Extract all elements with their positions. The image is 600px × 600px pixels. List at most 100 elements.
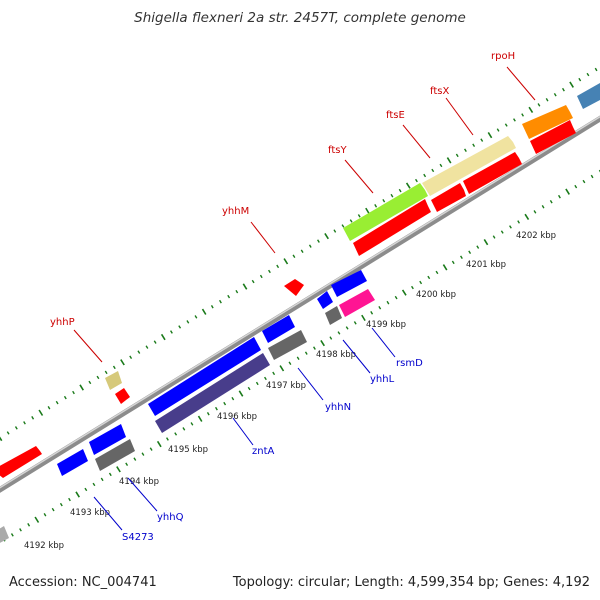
major-tick <box>120 359 125 366</box>
gene-arrow[interactable] <box>0 526 9 544</box>
scale-label-4195: 4195 kbp <box>168 445 208 455</box>
minor-tick <box>190 422 194 426</box>
scale-label-4201: 4201 kbp <box>466 260 506 270</box>
minor-tick <box>578 77 582 82</box>
minor-tick <box>88 380 92 385</box>
gene-label-yhhN[interactable]: yhhN <box>325 402 351 413</box>
gene-labels: yhhP yhhM ftsY ftsE ftsX rpoH S4273 yhhQ… <box>50 51 515 543</box>
minor-tick <box>170 330 173 334</box>
major-tick <box>160 333 166 341</box>
gene-arrow[interactable] <box>530 120 576 154</box>
scale-label-4202: 4202 kbp <box>516 231 556 241</box>
minor-tick <box>398 188 402 193</box>
major-tick <box>565 188 570 195</box>
minor-tick <box>549 200 553 204</box>
minor-tick <box>451 260 455 265</box>
major-tick <box>197 415 203 422</box>
ftsX-connector <box>445 97 474 136</box>
label-connectors <box>73 66 536 531</box>
minor-tick <box>582 179 586 184</box>
minor-tick <box>219 299 222 304</box>
minor-tick <box>223 401 227 406</box>
minor-tick <box>455 153 459 158</box>
minor-tick <box>247 386 251 391</box>
gene-ftsE-arrow[interactable] <box>422 136 516 196</box>
gene-arrow[interactable] <box>339 289 375 317</box>
gene-rpoH-arrow[interactable] <box>522 105 573 139</box>
minor-tick <box>382 199 386 203</box>
gene-arrow[interactable] <box>353 199 431 256</box>
major-tick <box>361 314 366 322</box>
gene-arrow[interactable] <box>431 183 466 212</box>
minor-tick <box>594 67 598 72</box>
minor-tick <box>337 331 341 335</box>
gene-arrow[interactable] <box>268 330 307 360</box>
minor-tick <box>166 437 169 441</box>
minor-tick <box>108 472 112 477</box>
ftsE-connector <box>402 124 431 159</box>
minor-tick <box>27 523 31 527</box>
gene-yhhP-arrow[interactable] <box>105 371 122 390</box>
minor-tick <box>333 229 337 233</box>
major-tick <box>156 440 162 448</box>
rsmD-connector <box>371 327 396 358</box>
gene-zntA-arrow[interactable] <box>148 337 261 416</box>
gene-yhhL-arrow[interactable] <box>317 291 333 309</box>
scale-labels: 4192 kbp 4193 kbp 4194 kbp 4195 kbp 4196… <box>24 231 556 551</box>
gene-arrow[interactable] <box>155 353 270 433</box>
minor-tick <box>23 421 26 425</box>
minor-tick <box>51 507 55 512</box>
minor-tick <box>370 311 374 315</box>
gene-arrow[interactable] <box>95 439 135 471</box>
scale-label-4200: 4200 kbp <box>416 290 456 300</box>
gene-rsmD-arrow[interactable] <box>331 270 367 297</box>
gene-arrow[interactable] <box>577 83 600 109</box>
gene-label-rsmD[interactable]: rsmD <box>396 358 423 369</box>
minor-tick <box>415 178 418 183</box>
gene-arrow[interactable] <box>115 388 130 404</box>
gene-label-S4273[interactable]: S4273 <box>122 532 154 543</box>
gene-yhhN-arrow[interactable] <box>262 315 295 343</box>
accession-text: Accession: NC_004741 <box>9 575 157 590</box>
gene-ftsY-arrow[interactable] <box>343 183 428 241</box>
minor-tick <box>504 123 508 127</box>
gene-S4273-arrow[interactable] <box>57 449 88 476</box>
scale-label-4193: 4193 kbp <box>70 508 110 518</box>
gene-ftsX-arrow[interactable] <box>463 152 522 194</box>
gene-label-rpoH[interactable]: rpoH <box>491 51 515 62</box>
minor-tick <box>133 457 137 461</box>
gene-label-ftsY[interactable]: ftsY <box>328 145 347 156</box>
gene-label-yhhP[interactable]: yhhP <box>50 317 75 328</box>
minor-tick <box>411 285 414 290</box>
major-tick <box>279 365 285 372</box>
outer-tick-track <box>0 67 598 442</box>
genome-backbone <box>0 115 600 493</box>
yhhL-connector <box>342 339 371 374</box>
minor-tick <box>386 300 390 305</box>
gene-arrow[interactable] <box>325 306 342 325</box>
minor-tick <box>464 148 467 152</box>
gene-yhhM-arrow[interactable] <box>284 279 304 296</box>
gene-label-yhhQ[interactable]: yhhQ <box>157 512 184 523</box>
minor-tick <box>194 315 198 319</box>
minor-tick <box>317 239 320 243</box>
minor-tick <box>419 280 423 285</box>
minor-tick <box>231 396 235 401</box>
minor-tick <box>186 320 190 324</box>
major-tick <box>324 232 329 240</box>
yhhP-connector <box>73 329 103 363</box>
gene-yhhQ-arrow[interactable] <box>89 424 126 455</box>
minor-tick <box>141 452 145 456</box>
gene-label-zntA[interactable]: zntA <box>252 446 275 457</box>
minor-tick <box>521 113 525 117</box>
gene-label-ftsX[interactable]: ftsX <box>430 86 449 97</box>
gene-label-ftsE[interactable]: ftsE <box>386 110 405 121</box>
gene-label-yhhL[interactable]: yhhL <box>370 374 395 385</box>
minor-tick <box>480 138 484 142</box>
minor-tick <box>553 93 557 97</box>
gene-arrow[interactable] <box>0 446 42 478</box>
gene-label-yhhM[interactable]: yhhM <box>222 206 249 217</box>
minor-tick <box>313 346 316 350</box>
minor-tick <box>276 264 280 269</box>
minor-tick <box>513 118 516 122</box>
